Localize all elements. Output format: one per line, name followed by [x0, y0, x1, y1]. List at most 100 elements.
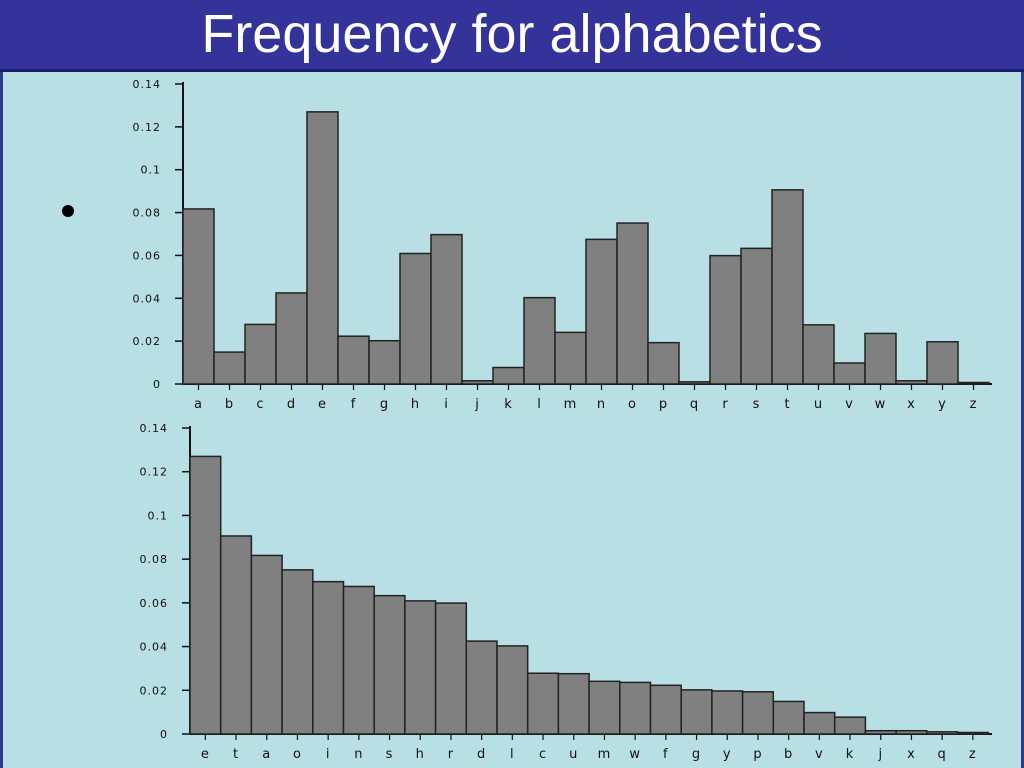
- x-tick-label: b: [784, 747, 793, 762]
- x-tick-label: r: [722, 397, 728, 412]
- bar-w: [619, 681, 652, 735]
- bar-z: [956, 731, 989, 735]
- x-tick-label: l: [537, 397, 542, 412]
- x-tick-label: j: [877, 747, 883, 762]
- bar-k: [833, 716, 867, 735]
- bar-d: [465, 640, 498, 735]
- x-tick-label: u: [569, 747, 578, 762]
- x-tick-label: w: [875, 397, 887, 412]
- y-tick-label: 0: [153, 378, 161, 391]
- x-tick-label: h: [416, 747, 425, 762]
- bar-g: [680, 689, 713, 735]
- bar-h: [404, 600, 437, 735]
- bar-r: [434, 602, 468, 735]
- y-tick-label: 0.1: [148, 509, 169, 522]
- bar-n: [342, 585, 375, 735]
- y-tick-label: 0: [160, 728, 168, 741]
- bar-n: [585, 238, 618, 385]
- x-tick-label: b: [225, 397, 234, 412]
- x-tick-label: u: [814, 397, 823, 412]
- x-tick-label: h: [411, 397, 420, 412]
- x-tick-label: g: [380, 397, 389, 412]
- y-tick-label: 0.02: [133, 335, 162, 348]
- bar-x: [895, 729, 928, 735]
- bullet-point: [62, 205, 74, 217]
- x-tick-label: e: [318, 397, 327, 412]
- x-tick-label: x: [907, 397, 916, 412]
- x-tick-label: z: [970, 397, 978, 412]
- bar-o: [281, 569, 314, 735]
- y-tick-label: 0.04: [140, 641, 169, 654]
- x-tick-label: g: [692, 747, 701, 762]
- x-tick-label: t: [784, 397, 790, 412]
- bar-m: [588, 680, 621, 735]
- x-tick-label: l: [510, 747, 515, 762]
- x-tick-label: z: [969, 747, 977, 762]
- x-tick-label: n: [354, 747, 363, 762]
- title-bar: Frequency for alphabetics: [0, 0, 1024, 72]
- y-tick-label: 0.12: [140, 466, 169, 479]
- bar-p: [741, 691, 775, 735]
- bar-i: [312, 580, 345, 735]
- bar-b: [213, 351, 246, 385]
- x-tick-label: q: [938, 747, 947, 762]
- y-tick-label: 0.08: [133, 207, 162, 220]
- y-tick-label: 0.02: [140, 684, 169, 697]
- bar-y: [711, 690, 744, 735]
- x-tick-label: v: [815, 747, 824, 762]
- bar-b: [772, 700, 805, 735]
- x-tick-label: m: [598, 747, 612, 762]
- bar-u: [557, 672, 590, 735]
- bar-f: [649, 684, 682, 735]
- x-tick-label: r: [448, 747, 454, 762]
- x-tick-label: q: [690, 397, 699, 412]
- x-tick-label: i: [444, 397, 449, 412]
- x-tick-label: c: [539, 747, 547, 762]
- x-tick-label: a: [194, 397, 203, 412]
- x-tick-label: y: [723, 747, 732, 762]
- x-tick-label: d: [477, 747, 486, 762]
- x-tick-label: k: [846, 747, 855, 762]
- x-tick-label: s: [386, 747, 394, 762]
- x-tick-label: p: [753, 747, 762, 762]
- bar-e: [189, 455, 222, 735]
- bar-t: [771, 189, 804, 385]
- x-tick-label: m: [564, 397, 578, 412]
- x-tick-label: i: [326, 747, 331, 762]
- slide-title: Frequency for alphabetics: [201, 4, 823, 64]
- x-tick-label: w: [629, 747, 641, 762]
- y-tick-label: 0.06: [140, 597, 169, 610]
- x-tick-label: e: [201, 747, 210, 762]
- x-tick-label: k: [504, 397, 513, 412]
- x-tick-label: x: [907, 747, 916, 762]
- bar-d: [275, 292, 308, 385]
- x-tick-label: a: [262, 747, 271, 762]
- bar-w: [864, 332, 897, 385]
- bar-i: [430, 233, 463, 385]
- y-tick-label: 0.08: [140, 553, 169, 566]
- bar-q: [926, 731, 959, 735]
- x-tick-label: d: [287, 397, 296, 412]
- bar-c: [526, 672, 560, 735]
- x-tick-label: j: [474, 397, 480, 412]
- x-tick-label: p: [659, 397, 668, 412]
- bar-l: [523, 296, 556, 385]
- y-tick-label: 0.12: [133, 121, 162, 134]
- x-tick-label: t: [233, 747, 239, 762]
- x-tick-label: n: [597, 397, 606, 412]
- x-tick-label: f: [351, 397, 357, 412]
- x-tick-label: o: [293, 747, 302, 762]
- bar-r: [709, 254, 742, 385]
- bar-v: [803, 711, 836, 735]
- y-tick-label: 0.06: [133, 249, 162, 262]
- bar-t: [219, 535, 253, 735]
- x-tick-label: f: [663, 747, 669, 762]
- x-tick-label: v: [845, 397, 854, 412]
- y-tick-label: 0.14: [133, 78, 162, 91]
- bar-c: [244, 323, 277, 385]
- bar-j: [864, 729, 897, 735]
- x-tick-label: y: [938, 397, 947, 412]
- bar-a: [250, 554, 283, 735]
